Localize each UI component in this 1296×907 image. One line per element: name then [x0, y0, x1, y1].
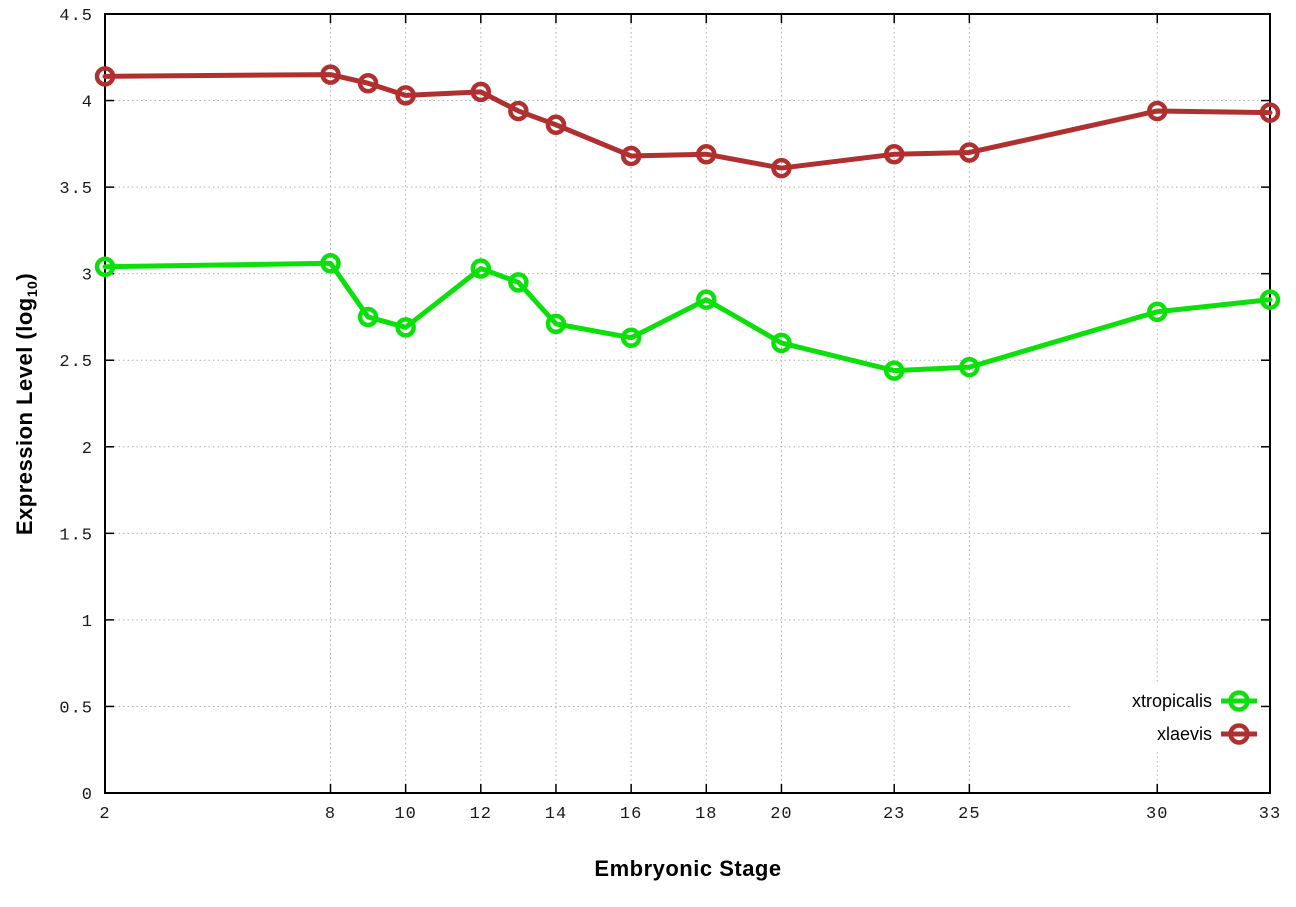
- y-axis-label: Expression Level (log10): [12, 273, 40, 535]
- y-axis-label-suffix: ): [12, 272, 37, 281]
- y-tick-label-4: 4: [82, 94, 93, 113]
- data-point-xtropicalis-10: [395, 317, 416, 338]
- data-point-xlaevis-13: [508, 100, 529, 122]
- data-point-xtropicalis-13: [508, 272, 529, 293]
- data-point-xtropicalis-8: [320, 253, 341, 274]
- y-tick-label-3.5: 3.5: [59, 180, 93, 199]
- x-tick-label-30: 30: [1146, 805, 1168, 824]
- y-tick-label-1: 1: [82, 613, 93, 632]
- data-point-xlaevis-14: [545, 114, 567, 136]
- data-point-xlaevis-9: [357, 72, 379, 94]
- y-tick-label-1.5: 1.5: [59, 526, 93, 545]
- x-tick-label-25: 25: [958, 805, 980, 824]
- legend-label-xlaevis: xlaevis: [1157, 724, 1212, 744]
- data-point-xlaevis-25: [959, 142, 980, 163]
- x-tick-label-18: 18: [695, 805, 717, 824]
- legend-marker-xtropicalis: [1228, 690, 1250, 712]
- data-point-xlaevis-8: [320, 64, 341, 85]
- x-axis-label: Embryonic Stage: [594, 856, 782, 881]
- legend-label-xtropicalis: xtropicalis: [1132, 691, 1212, 711]
- y-tick-label-4.5: 4.5: [59, 7, 93, 26]
- y-tick-label-0: 0: [82, 786, 93, 805]
- legend-marker-xlaevis: [1228, 723, 1250, 745]
- data-point-xtropicalis-33: [1259, 289, 1281, 310]
- data-point-xtropicalis-9: [357, 306, 379, 328]
- data-point-xlaevis-23: [883, 143, 905, 165]
- y-tick-label-2.5: 2.5: [59, 353, 93, 372]
- data-point-xtropicalis-12: [470, 258, 492, 279]
- y-tick-label-3: 3: [82, 267, 93, 286]
- data-point-xlaevis-18: [696, 143, 717, 165]
- plot-border: [104, 13, 1271, 794]
- data-point-xlaevis-33: [1259, 102, 1281, 123]
- x-tick-label-16: 16: [620, 805, 642, 824]
- x-tick-label-8: 8: [325, 805, 336, 824]
- x-tick-label-2: 2: [99, 805, 110, 824]
- x-tick-label-23: 23: [883, 805, 905, 824]
- data-point-xlaevis-10: [395, 85, 416, 106]
- y-axis-label-prefix: Expression Level (log: [12, 297, 37, 536]
- data-point-xtropicalis-25: [959, 356, 980, 378]
- series-line-xtropicalis: [102, 260, 1273, 374]
- data-point-xlaevis-16: [620, 145, 642, 167]
- x-tick-label-33: 33: [1259, 805, 1281, 824]
- data-point-xlaevis-20: [771, 157, 792, 179]
- y-axis-label-subscript: 10: [24, 280, 40, 298]
- legend-background: [1070, 683, 1260, 751]
- data-point-xlaevis-30: [1147, 100, 1168, 122]
- data-point-xtropicalis-20: [771, 332, 792, 354]
- y-tick-label-0.5: 0.5: [59, 699, 93, 718]
- data-point-xtropicalis-14: [545, 313, 567, 335]
- x-tick-label-14: 14: [545, 805, 567, 824]
- data-point-xlaevis-12: [470, 81, 492, 103]
- data-point-xtropicalis-16: [620, 327, 642, 348]
- x-tick-label-20: 20: [770, 805, 792, 824]
- x-tick-label-10: 10: [394, 805, 416, 824]
- data-point-xtropicalis-18: [696, 289, 717, 310]
- data-point-xtropicalis-2: [94, 256, 116, 277]
- series-line-xlaevis: [102, 72, 1273, 171]
- x-tick-label-12: 12: [470, 805, 492, 824]
- data-point-xtropicalis-30: [1147, 301, 1168, 323]
- y-tick-label-2: 2: [82, 440, 93, 459]
- data-point-xlaevis-2: [94, 66, 116, 87]
- data-point-xtropicalis-23: [883, 360, 905, 381]
